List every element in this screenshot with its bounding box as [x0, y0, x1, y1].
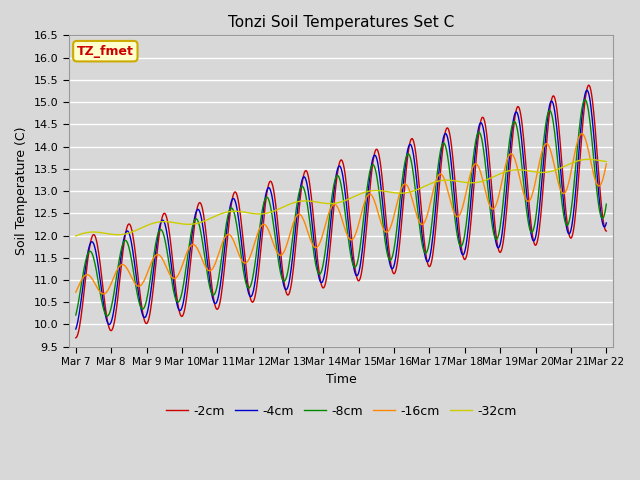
- -4cm: [421, 252, 429, 257]
- -32cm: [421, 183, 429, 189]
- -16cm: [81, 272, 89, 278]
- Text: TZ_fmet: TZ_fmet: [77, 45, 134, 58]
- -16cm: [578, 131, 586, 136]
- X-axis label: Time: Time: [326, 372, 356, 386]
- -32cm: [602, 159, 610, 165]
- -2cm: [136, 290, 144, 296]
- -4cm: [583, 87, 591, 93]
- -2cm: [421, 243, 429, 249]
- -32cm: [406, 189, 413, 195]
- -4cm: [81, 265, 89, 271]
- Line: -8cm: -8cm: [76, 100, 606, 316]
- Legend: -2cm, -4cm, -8cm, -16cm, -32cm: -2cm, -4cm, -8cm, -16cm, -32cm: [161, 400, 522, 423]
- -8cm: [72, 312, 79, 318]
- -2cm: [72, 335, 79, 341]
- -2cm: [190, 228, 198, 233]
- -16cm: [72, 289, 79, 295]
- -16cm: [137, 283, 145, 288]
- -16cm: [602, 161, 610, 167]
- Line: -32cm: -32cm: [76, 159, 606, 236]
- -8cm: [406, 154, 414, 159]
- -4cm: [602, 220, 610, 226]
- -8cm: [104, 313, 111, 319]
- -32cm: [585, 156, 593, 162]
- -2cm: [81, 277, 89, 283]
- -2cm: [218, 288, 226, 293]
- -2cm: [585, 82, 593, 88]
- Line: -4cm: -4cm: [76, 90, 606, 329]
- -32cm: [136, 226, 144, 231]
- -16cm: [406, 189, 414, 195]
- Title: Tonzi Soil Temperatures Set C: Tonzi Soil Temperatures Set C: [228, 15, 454, 30]
- -32cm: [72, 233, 79, 239]
- -2cm: [406, 143, 413, 148]
- -8cm: [581, 97, 589, 103]
- -8cm: [602, 201, 610, 207]
- Line: -16cm: -16cm: [76, 133, 606, 294]
- Y-axis label: Soil Temperature (C): Soil Temperature (C): [15, 127, 28, 255]
- -8cm: [137, 304, 145, 310]
- -8cm: [219, 247, 227, 252]
- -32cm: [81, 230, 89, 236]
- -16cm: [99, 291, 107, 297]
- -2cm: [602, 228, 610, 234]
- -8cm: [422, 251, 429, 256]
- -4cm: [190, 219, 198, 225]
- -4cm: [218, 270, 226, 276]
- -32cm: [190, 221, 198, 227]
- -16cm: [191, 242, 198, 248]
- -8cm: [191, 217, 198, 223]
- -4cm: [72, 326, 79, 332]
- -16cm: [422, 217, 429, 223]
- -32cm: [218, 211, 226, 216]
- -16cm: [219, 240, 227, 245]
- -4cm: [136, 300, 144, 306]
- -4cm: [406, 142, 413, 148]
- Line: -2cm: -2cm: [76, 85, 606, 338]
- -8cm: [81, 259, 89, 265]
